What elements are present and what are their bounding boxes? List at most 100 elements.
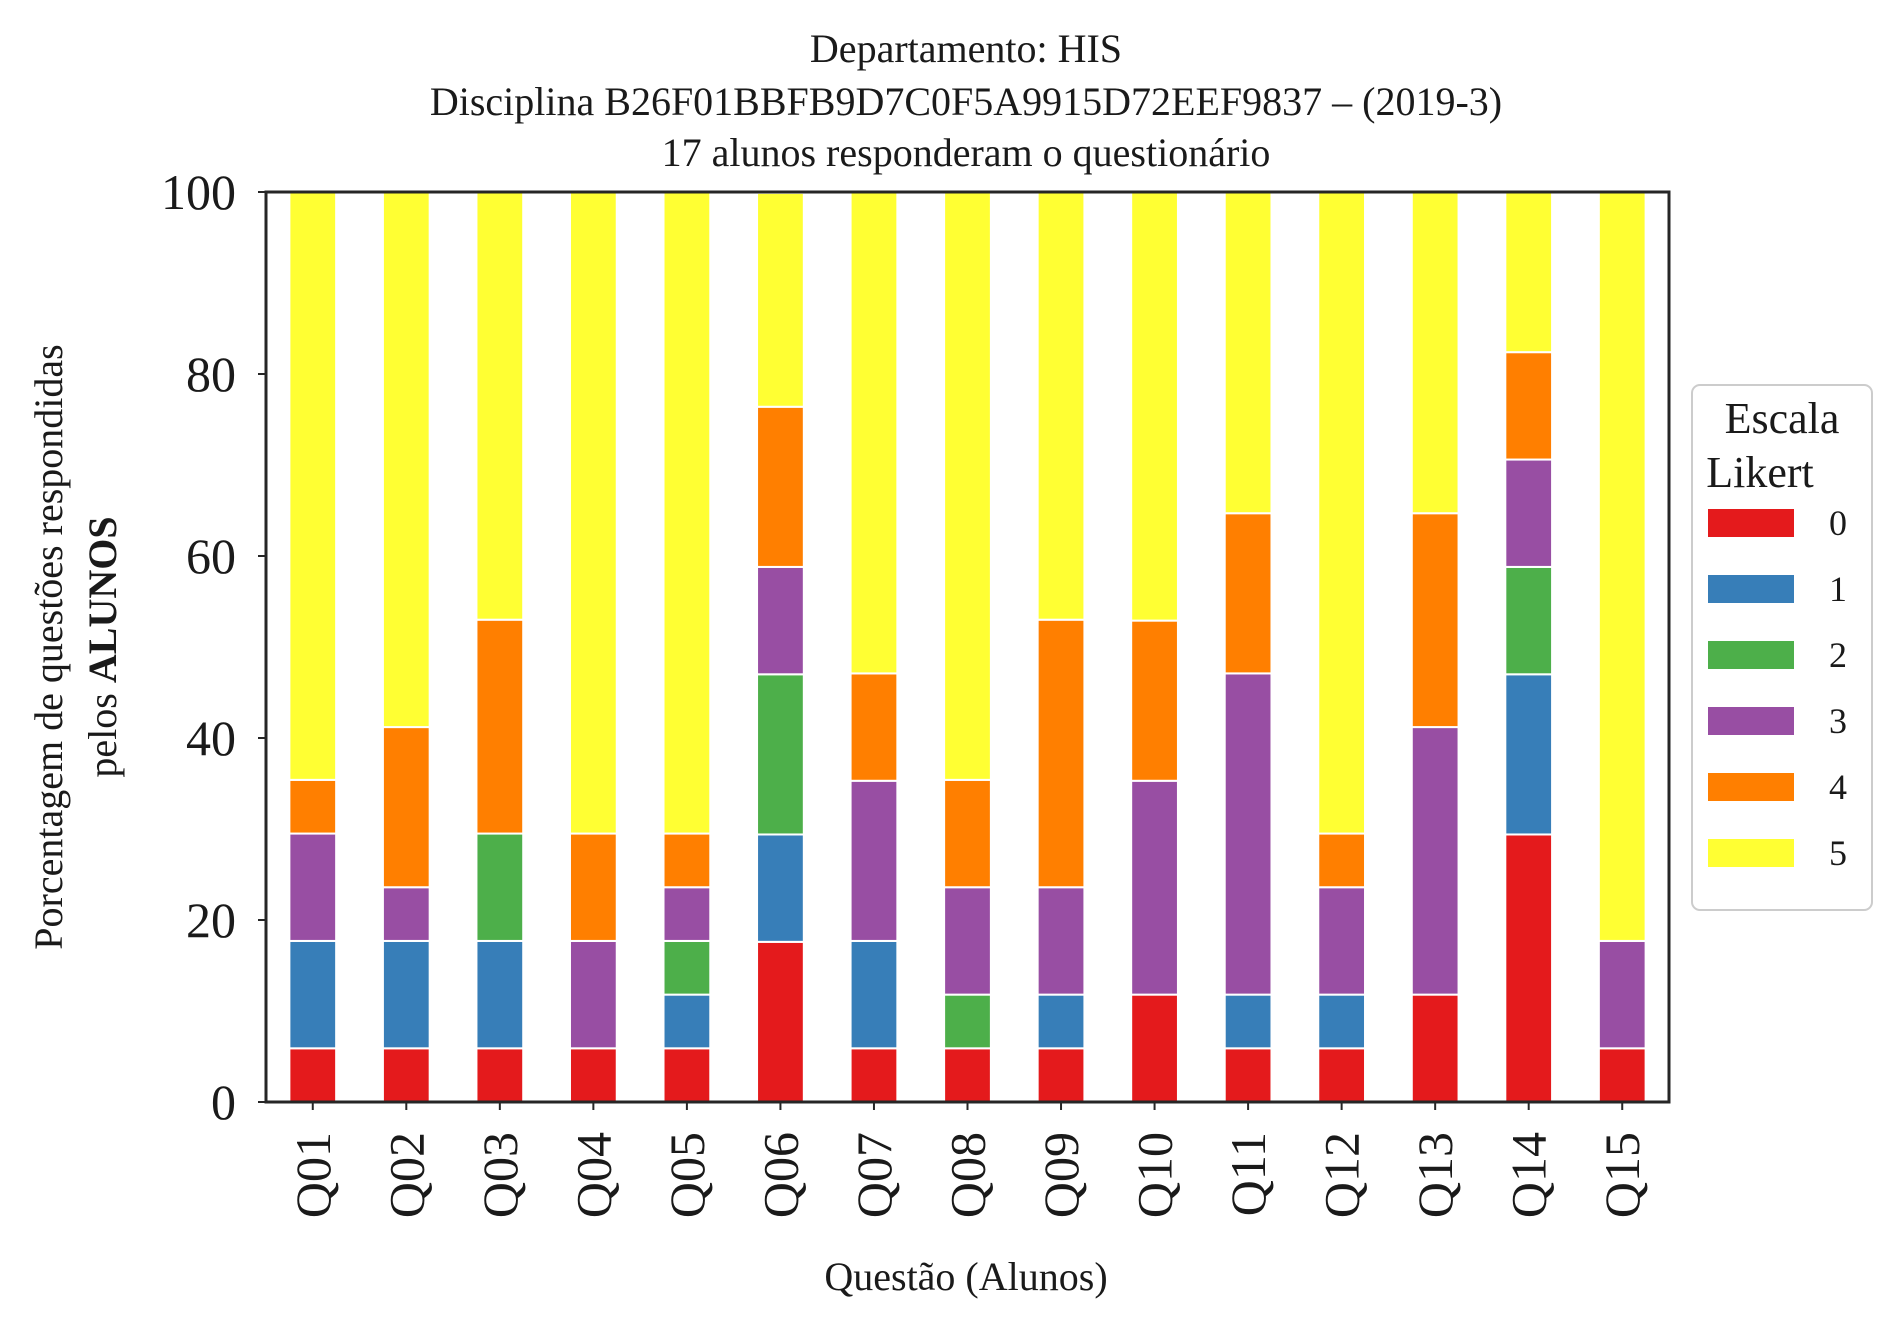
bar-q12-level-1 xyxy=(1317,993,1367,1050)
bar-q02-level-1 xyxy=(381,939,431,1050)
legend-swatch-5 xyxy=(1708,839,1794,867)
x-tick-label-q07: Q07 xyxy=(846,1132,902,1218)
bar-q09-level-5 xyxy=(1036,190,1086,621)
bar-q11-level-0 xyxy=(1223,1047,1273,1104)
y-tick-label: 80 xyxy=(186,346,236,402)
bar-q13-level-0 xyxy=(1410,993,1460,1103)
bar-q02-level-3 xyxy=(381,886,431,942)
bar-q14-level-1 xyxy=(1504,673,1554,836)
bar-q06-level-3 xyxy=(756,565,805,676)
bar-q10-level-0 xyxy=(1130,993,1179,1103)
bar-q06-level-1 xyxy=(756,833,805,943)
bar-q15-level-0 xyxy=(1597,1047,1647,1104)
bar-q14-level-5 xyxy=(1504,191,1554,354)
y-axis-label-line-2: pelos ALUNOS xyxy=(80,516,125,777)
bar-q12-level-5 xyxy=(1317,190,1367,835)
legend-swatch-3 xyxy=(1708,707,1794,735)
y-axis-label-bold: ALUNOS xyxy=(80,516,125,683)
bar-q13-level-5 xyxy=(1410,191,1460,515)
bar-q05-level-0 xyxy=(662,1047,712,1104)
bar-q15-level-5 xyxy=(1597,190,1647,942)
bar-q08-level-4 xyxy=(943,778,992,889)
bar-q09-level-1 xyxy=(1036,993,1086,1050)
bar-q11-level-5 xyxy=(1223,191,1273,515)
bar-q09-level-0 xyxy=(1036,1047,1086,1104)
legend-label-5: 5 xyxy=(1829,833,1847,873)
bar-q02-level-4 xyxy=(381,726,431,889)
bar-q10-level-3 xyxy=(1130,779,1179,996)
chart-title: Departamento: HIS Disciplina B26F01BBFB9… xyxy=(430,26,1502,175)
bar-q06-level-0 xyxy=(756,940,805,1104)
legend-swatch-0 xyxy=(1708,509,1794,537)
y-axis-label-2: pelos ALUNOS xyxy=(80,516,125,777)
bar-q14-level-2 xyxy=(1504,565,1554,676)
legend-swatch-4 xyxy=(1708,773,1794,801)
bar-q15-level-3 xyxy=(1597,939,1647,1050)
x-tick-label-q01: Q01 xyxy=(285,1132,341,1218)
bar-q10-level-4 xyxy=(1130,619,1179,782)
bar-q12-level-3 xyxy=(1317,886,1367,996)
bar-q11-level-4 xyxy=(1223,512,1273,675)
bar-q08-level-5 xyxy=(943,190,992,781)
x-tick-label-q02: Q02 xyxy=(378,1132,434,1218)
bar-q14-level-0 xyxy=(1504,833,1554,1104)
legend-title-line-1: Escala xyxy=(1725,394,1840,443)
bar-q01-level-1 xyxy=(288,939,338,1050)
x-tick-label-q08: Q08 xyxy=(940,1132,996,1218)
legend: Escala Likert 0 1 2 3 4 5 xyxy=(1691,384,1873,911)
y-tick-label: 20 xyxy=(186,892,236,948)
x-tick-label-q10: Q10 xyxy=(1127,1132,1183,1218)
y-tick-label: 100 xyxy=(161,164,236,220)
bar-q01-level-0 xyxy=(288,1047,338,1104)
bar-q03-level-5 xyxy=(475,190,525,621)
bar-q13-level-4 xyxy=(1410,512,1460,729)
x-tick-label-q11: Q11 xyxy=(1220,1132,1276,1216)
bar-q04-level-0 xyxy=(568,1047,618,1104)
bar-q11-level-3 xyxy=(1223,672,1273,996)
bar-q14-level-3 xyxy=(1504,458,1554,568)
x-ticks: Q01 Q02 Q03 Q04 Q05 Q06 Q07 Q08 Q09 Q10 Q11 Q12 Q13 Q… xyxy=(285,1102,1650,1218)
bar-q14-level-4 xyxy=(1504,351,1554,461)
x-tick-label-q06: Q06 xyxy=(752,1132,808,1218)
bar-q08-level-3 xyxy=(943,886,992,996)
title-line-2: Disciplina B26F01BBFB9D7C0F5A9915D72EEF9… xyxy=(430,79,1502,124)
legend-label-4: 4 xyxy=(1829,767,1847,807)
bar-q02-level-5 xyxy=(381,191,431,729)
y-axis-label-line-1: Porcentagem de questões respondidas xyxy=(26,344,71,949)
bar-q04-level-5 xyxy=(568,190,618,835)
bar-q03-level-2 xyxy=(475,832,525,942)
bar-q09-level-3 xyxy=(1036,886,1086,996)
legend-swatch-1 xyxy=(1708,575,1794,603)
bar-q08-level-2 xyxy=(943,993,992,1050)
bar-q03-level-4 xyxy=(475,618,525,835)
bar-q05-level-5 xyxy=(662,190,712,835)
x-tick-label-q05: Q05 xyxy=(659,1132,715,1218)
bar-q08-level-0 xyxy=(943,1047,992,1104)
y-ticks: 0 20 40 60 80 100 xyxy=(161,164,266,1130)
legend-swatch-2 xyxy=(1708,641,1794,669)
bar-q10-level-5 xyxy=(1130,191,1179,622)
bar-q06-level-2 xyxy=(756,673,805,836)
bar-q05-level-2 xyxy=(662,939,712,996)
bar-q01-level-4 xyxy=(288,778,338,835)
bar-q03-level-0 xyxy=(475,1047,525,1104)
legend-title-line-2: Likert xyxy=(1706,448,1814,497)
x-tick-label-q04: Q04 xyxy=(565,1132,621,1218)
bar-q07-level-4 xyxy=(849,672,899,782)
y-tick-label: 0 xyxy=(211,1074,236,1130)
bar-q06-level-4 xyxy=(756,405,805,568)
bar-q07-level-3 xyxy=(849,779,899,942)
bar-q07-level-0 xyxy=(849,1047,899,1104)
bar-q06-level-5 xyxy=(756,191,805,408)
bars-layer xyxy=(288,190,1647,1104)
legend-label-2: 2 xyxy=(1829,635,1847,675)
title-line-1: Departamento: HIS xyxy=(810,26,1122,71)
legend-label-1: 1 xyxy=(1829,569,1847,609)
bar-q05-level-3 xyxy=(662,886,712,942)
bar-q12-level-0 xyxy=(1317,1047,1367,1104)
y-axis-label: Porcentagem de questões respondidas xyxy=(26,344,71,949)
x-tick-label-q14: Q14 xyxy=(1501,1132,1557,1218)
bar-q07-level-5 xyxy=(849,191,899,675)
